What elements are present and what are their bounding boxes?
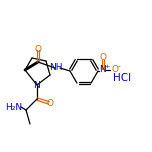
Text: N: N [33, 81, 39, 90]
Text: H₂N: H₂N [5, 102, 22, 112]
Text: O: O [100, 54, 107, 62]
Text: O: O [112, 66, 119, 74]
Text: O: O [47, 100, 54, 109]
Text: HCl: HCl [113, 73, 131, 83]
Text: NH: NH [49, 64, 63, 73]
Text: +: + [104, 64, 110, 69]
Text: O: O [35, 45, 41, 54]
Text: -: - [118, 62, 120, 71]
Text: N: N [100, 66, 106, 74]
